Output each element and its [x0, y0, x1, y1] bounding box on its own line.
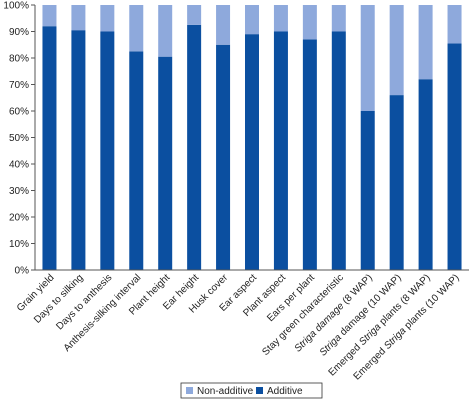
- bar-non-additive-0: [42, 5, 57, 27]
- legend: Non-additive Additive: [180, 382, 323, 399]
- bar-non-additive-12: [389, 5, 404, 96]
- y-tick-label: 0%: [15, 266, 30, 277]
- y-tick-label: 30%: [9, 186, 29, 197]
- bar-additive-10: [331, 31, 346, 270]
- y-tick-label: 100%: [3, 1, 29, 12]
- y-tick-label: 60%: [9, 107, 29, 118]
- bar-non-additive-3: [129, 5, 144, 52]
- bar-non-additive-4: [158, 5, 173, 57]
- y-tick-label: 70%: [9, 80, 29, 91]
- bar-additive-2: [100, 31, 115, 270]
- axes-layer: [31, 4, 469, 271]
- bar-non-additive-11: [360, 5, 375, 111]
- bar-non-additive-8: [273, 5, 288, 32]
- legend-non-additive-label: Non-additive: [197, 386, 254, 397]
- bar-additive-3: [129, 51, 144, 270]
- bar-non-additive-9: [302, 5, 317, 40]
- legend-non-additive-swatch: [186, 387, 193, 394]
- bar-non-additive-7: [245, 5, 259, 35]
- bar-non-additive-1: [71, 5, 86, 31]
- bar-additive-5: [187, 24, 202, 270]
- legend-additive-label: Additive: [267, 386, 303, 397]
- bar-additive-14: [447, 43, 462, 270]
- bar-non-additive-6: [216, 5, 231, 45]
- bar-additive-0: [42, 26, 57, 271]
- bar-additive-6: [216, 44, 231, 270]
- y-tick-label: 50%: [9, 133, 29, 144]
- bar-additive-13: [418, 79, 433, 270]
- bar-non-additive-5: [187, 5, 202, 25]
- bar-additive-4: [158, 56, 173, 270]
- x-category-label: Emerged Striga plants (10 WAP): [352, 272, 462, 382]
- y-tick-label: 20%: [9, 213, 29, 224]
- bar-additive-8: [273, 31, 288, 270]
- y-tick-label: 80%: [9, 54, 29, 65]
- bar-additive-11: [360, 111, 375, 270]
- bar-non-additive-14: [447, 5, 462, 44]
- y-tick-label: 10%: [9, 239, 29, 250]
- y-tick-labels: 0% 10% 20% 30% 40% 50% 60% 70% 80% 90% 100%: [3, 1, 29, 277]
- bar-additive-9: [302, 39, 317, 271]
- bar-non-additive-10: [331, 5, 346, 32]
- legend-additive-swatch: [256, 387, 263, 394]
- bar-additive-1: [71, 30, 86, 270]
- bar-non-additive-13: [418, 5, 433, 80]
- y-tick-label: 90%: [9, 27, 29, 38]
- bar-additive-12: [389, 95, 404, 270]
- y-tick-label: 40%: [9, 160, 29, 171]
- bar-non-additive-2: [100, 5, 115, 32]
- bars-layer: [42, 5, 462, 271]
- legend-box: [180, 382, 323, 399]
- bar-additive-7: [245, 34, 259, 271]
